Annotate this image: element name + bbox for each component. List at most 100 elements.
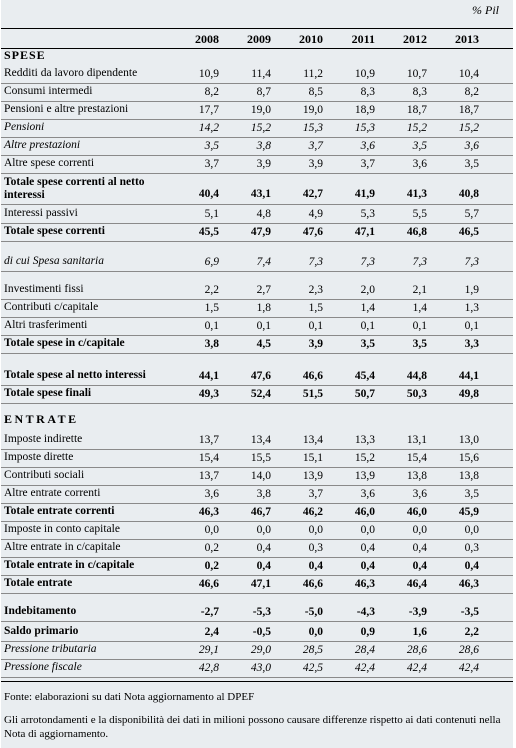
cell-2012: 13,1 [406,434,427,446]
cell-2011: 42,4 [354,662,375,674]
cell-2013: 45,9 [458,506,479,518]
source-note: Fonte: elaborazioni su dati Nota aggiorn… [4,691,255,703]
cell-2010: 42,5 [302,662,323,674]
year-header: 2013 [455,32,479,46]
cell-2011: 10,9 [354,68,375,80]
cell-2009: 3,9 [256,158,271,170]
row-label: Redditi da lavoro dipendente [4,67,138,79]
cell-2010: 0,1 [308,320,323,332]
cell-2012: 46,0 [406,506,427,518]
cell-2008: 44,1 [198,370,219,382]
row-label: Indebitamento [4,605,77,617]
cell-2013: 3,6 [464,140,479,152]
cell-2010: 1,5 [308,302,323,314]
cell-2010: 13,4 [302,434,323,446]
cell-2011: 0,9 [360,626,375,638]
cell-2011: 0,1 [360,320,375,332]
cell-2008: 42,8 [198,662,219,674]
table-row-totale-spese-al-netto-interessi: Totale spese al netto interessi 44,1 47,6 4… [1,368,513,386]
cell-2008: 2,2 [204,284,219,296]
table-row-totale-entrate-correnti: Totale entrate correnti 46,3 46,7 46,2 46,0 4… [1,504,513,522]
cell-2012: 1,6 [412,626,427,638]
table-row-altre-entrate-in-c-capitale: Altre entrate in c/capitale 0,2 0,4 0,3 0,4 0… [1,540,513,558]
cell-2010: 46,6 [302,370,323,382]
cell-2013: 3,5 [464,158,479,170]
section-title-spese: SPESE [1,48,513,65]
cell-2011: 3,5 [360,338,375,350]
cell-2012: 3,6 [412,158,427,170]
cell-2012: 10,7 [406,68,427,80]
row-label: Contributi sociali [4,469,85,481]
cell-2011: 45,4 [354,370,375,382]
cell-2012: 0,0 [412,524,427,536]
cell-2008: 15,4 [198,452,219,464]
cell-2011: 15,2 [354,452,375,464]
cell-2011: 13,3 [354,434,375,446]
cell-2010: 42,7 [302,188,323,200]
cell-2008: 8,2 [204,86,219,98]
cell-2010: 0,0 [308,524,323,536]
cell-2008: 6,9 [204,256,219,268]
cell-2008: 5,1 [204,208,219,220]
cell-2011: 15,3 [354,122,375,134]
cell-2010: 3,9 [308,338,323,350]
cell-2010: 0,4 [308,560,323,572]
cell-2012: 44,8 [406,370,427,382]
cell-2009: 52,4 [250,388,271,400]
table-row-pensioni-e-altre-prestazioni: Pensioni e altre prestazioni 17,7 19,0 19,0… [1,102,513,120]
cell-2010: 8,5 [308,86,323,98]
cell-2008: 2,4 [204,626,219,638]
table-row-totale-entrate: Totale entrate 46,6 47,1 46,6 46,3 46,4 46,3 [1,576,513,594]
cell-2009: -5,3 [252,606,271,618]
row-label: Saldo primario [4,625,79,637]
cell-2008: 40,4 [198,188,219,200]
cell-2009: -0,5 [252,626,271,638]
cell-2012: 18,7 [406,104,427,116]
cell-2012: 15,2 [406,122,427,134]
row-label: Totale spese al netto interessi [4,369,146,381]
row-label: Imposte indirette [4,433,83,445]
row-label: Altre entrate in c/capitale [4,541,121,553]
cell-2008: 0,0 [204,524,219,536]
cell-2012: 42,4 [406,662,427,674]
year-header: 2009 [247,32,271,46]
cell-2013: 15,2 [458,122,479,134]
cell-2011: 2,0 [360,284,375,296]
section-title-entrate: ENTRATE [1,412,513,429]
cell-2012: 0,1 [412,320,427,332]
cell-2013: 44,1 [458,370,479,382]
cell-2008: 45,5 [198,226,219,238]
table-row-altre-entrate-correnti: Altre entrate correnti 3,6 3,8 3,7 3,6 3,6 3,5 [1,486,513,504]
cell-2011: 18,9 [354,104,375,116]
cell-2013: 15,6 [458,452,479,464]
footer-divider [1,681,513,682]
cell-2009: 4,8 [256,208,271,220]
cell-2012: 2,1 [412,284,427,296]
cell-2008: 14,2 [198,122,219,134]
rounding-note: Gli arrotondamenti e la disponibilità de… [4,714,501,740]
row-label: Consumi intermedi [4,85,93,97]
cell-2008: 13,7 [198,470,219,482]
cell-2010: 3,7 [308,488,323,500]
cell-2012: 28,6 [406,644,427,656]
cell-2011: 3,6 [360,140,375,152]
cell-2010: 4,9 [308,208,323,220]
cell-2010: 15,3 [302,122,323,134]
cell-2013: 1,9 [464,284,479,296]
cell-2010: 15,1 [302,452,323,464]
cell-2013: -3,5 [460,606,479,618]
cell-2010: 13,9 [302,470,323,482]
cell-2013: 0,1 [464,320,479,332]
cell-2013: 46,3 [458,578,479,590]
table-row-totale-spese-correnti: Totale spese correnti 45,5 47,9 47,6 47,1 46,… [1,224,513,242]
cell-2013: 7,3 [464,256,479,268]
cell-2013: 5,7 [464,208,479,220]
cell-2009: 47,6 [250,370,271,382]
year-header: 2012 [403,32,427,46]
row-label: Investimenti fissi [4,283,84,295]
cell-2010: 7,3 [308,256,323,268]
cell-2011: 5,3 [360,208,375,220]
cell-2013: 0,4 [464,560,479,572]
cell-2008: -2,7 [200,606,219,618]
table-row-di-cui-spesa-sanitaria: di cui Spesa sanitaria 6,9 7,4 7,3 7,3 7,3 7,3 [1,254,513,272]
